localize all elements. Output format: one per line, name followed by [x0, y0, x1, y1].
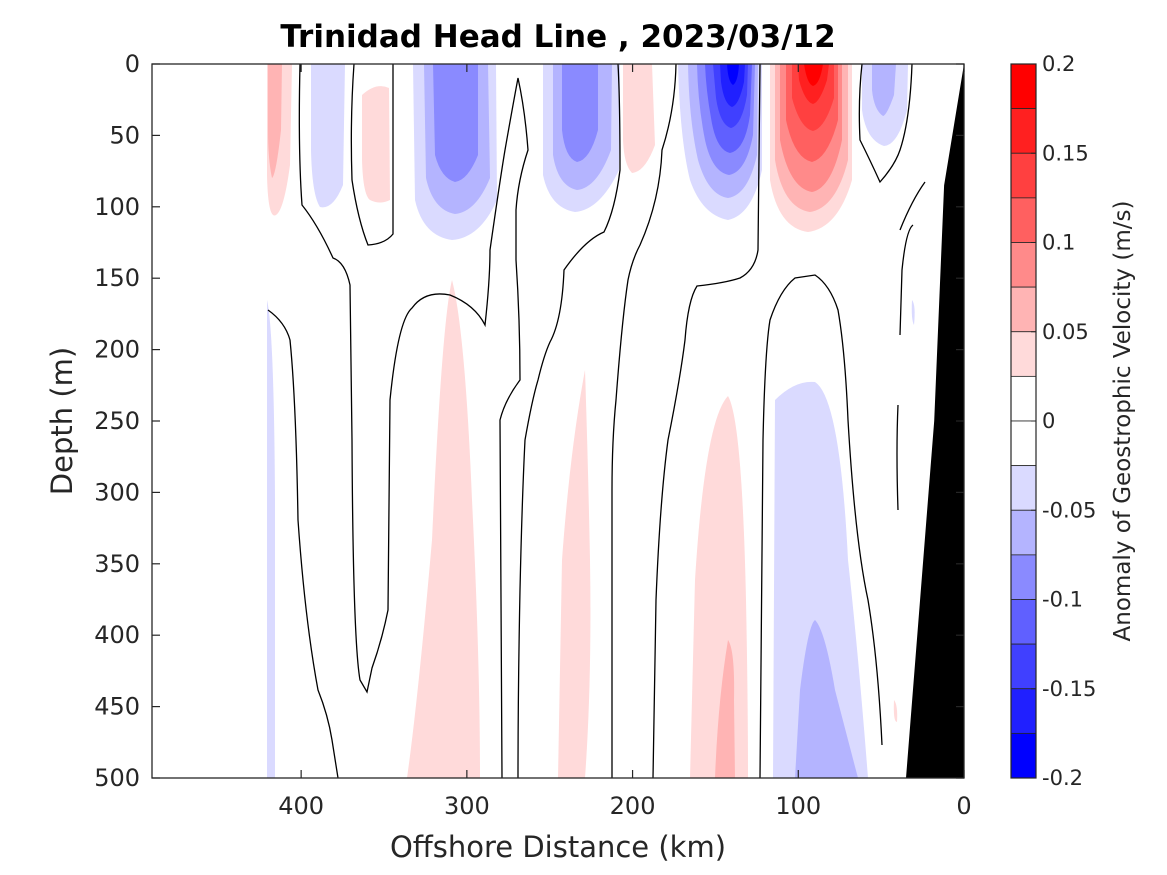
blue-mid-310-level-3: [433, 64, 478, 182]
colorbar-tick-label: 0.15: [1042, 141, 1089, 165]
zero-contour: [899, 224, 914, 336]
colorbar-level: [1010, 375, 1037, 422]
colorbar-level: [1010, 732, 1037, 779]
colorbar-ticks: 0.2 0.15 0.1 0.05 0 -0.05 -0.1 -0.15 -0.2: [1031, 52, 1096, 790]
colorbar-tick-label: 0.1: [1042, 231, 1075, 255]
y-axis-label: Depth (m): [45, 347, 79, 495]
zero-contour: [652, 64, 761, 778]
colorbar-level: [1010, 242, 1037, 288]
y-tick-label: 400: [94, 621, 140, 649]
x-tick-label: 0: [956, 792, 971, 820]
colorbar-level: [1010, 554, 1037, 600]
x-axis: 400 300 200 100 0: [278, 64, 972, 820]
colorbar-tick-label: -0.2: [1042, 766, 1083, 790]
zero-contour: [896, 404, 899, 511]
y-tick-label: 350: [94, 550, 140, 578]
bathymetry-shelf: [906, 64, 964, 778]
colorbar-level: [1010, 286, 1037, 333]
y-tick-label: 250: [94, 407, 140, 435]
colorbar-tick-label: -0.15: [1042, 677, 1096, 701]
red-patch-near-shelf: [893, 700, 898, 722]
y-axis: 0 50 100 150 200 250 300 350 400 450 500: [94, 50, 964, 792]
zero-contour: [759, 274, 883, 778]
colorbar-level: [1010, 465, 1037, 511]
zero-contour: [899, 181, 926, 231]
x-tick-label: 400: [278, 792, 324, 820]
red-shallow-418-level-2: [268, 64, 282, 178]
colorbar-level: [1010, 108, 1037, 154]
colorbar-level: [1010, 643, 1037, 690]
blue-core-level-7: [727, 64, 739, 85]
colorbar-label: Anomaly of Geostrophic Velocity (m/s): [1110, 201, 1136, 642]
blue-shallow-385: [311, 64, 345, 208]
zero-contour: [611, 64, 677, 778]
blue-deep-90-level-1: [773, 381, 868, 778]
colorbar-level: [1010, 63, 1037, 110]
colorbar-tick-label: 0: [1042, 409, 1055, 433]
zero-contour: [517, 64, 621, 778]
red-shallow-210: [623, 64, 655, 173]
y-tick-label: 50: [109, 121, 140, 149]
blue-mid-235-level-3: [562, 64, 598, 162]
zero-contour: [298, 64, 529, 778]
red-deep-140-level-2: [715, 640, 735, 778]
x-tick-label: 300: [444, 792, 490, 820]
colorbar-level: [1010, 331, 1037, 377]
zero-contour: [350, 64, 394, 246]
zero-contour: [858, 64, 913, 184]
blue-deep-90-level-2: [795, 620, 858, 778]
colorbar-level: [1010, 197, 1037, 243]
y-tick-label: 0: [125, 50, 140, 78]
red-shallow-360: [362, 86, 390, 203]
zero-contours: [267, 64, 926, 778]
blue-shallow-50-level-2: [872, 64, 896, 116]
colorbar-level: [1010, 152, 1037, 199]
colorbar-tick-label: -0.05: [1042, 498, 1096, 522]
colorbar-tick-label: -0.1: [1042, 588, 1083, 612]
blue-core-level-6: [720, 64, 745, 107]
colorbar-level: [1010, 688, 1037, 734]
y-tick-label: 200: [94, 336, 140, 364]
colorbar: [1010, 63, 1037, 779]
red-deep-310: [407, 280, 480, 778]
y-tick-label: 150: [94, 264, 140, 292]
colorbar-tick-label: 0.2: [1042, 52, 1075, 76]
red-core-level-7: [804, 64, 823, 86]
chart-title: Trinidad Head Line , 2023/03/12: [280, 19, 835, 55]
colorbar-level: [1010, 599, 1037, 645]
blue-patch-near-shelf: [911, 300, 915, 325]
x-tick-label: 100: [775, 792, 821, 820]
zero-contour: [267, 309, 339, 778]
x-tick-label: 200: [610, 792, 656, 820]
y-tick-label: 100: [94, 193, 140, 221]
colorbar-level: [1010, 509, 1037, 556]
y-tick-label: 500: [94, 764, 140, 792]
colorbar-tick-label: 0.05: [1042, 320, 1089, 344]
y-tick-label: 450: [94, 693, 140, 721]
x-axis-label: Offshore Distance (km): [390, 830, 726, 864]
plot-content: [267, 64, 964, 778]
colorbar-level: [1010, 420, 1037, 467]
blue-deep-418: [267, 300, 275, 778]
red-deep-235: [558, 370, 591, 778]
y-tick-label: 300: [94, 478, 140, 506]
